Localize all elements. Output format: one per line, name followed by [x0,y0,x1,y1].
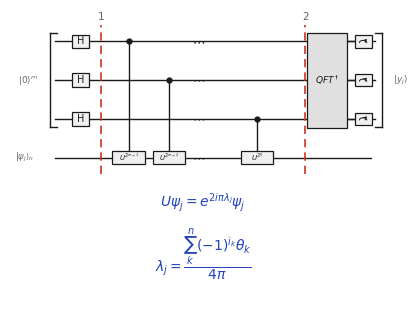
Text: $\lambda_j = \dfrac{\sum_k^n(-1)^{i_k}\theta_k}{4\pi}$: $\lambda_j = \dfrac{\sum_k^n(-1)^{i_k}\t… [154,226,252,282]
Text: $U^{2^{m-1}}$: $U^{2^{m-1}}$ [119,152,139,164]
Bar [355,113,372,125]
Text: H: H [77,114,85,124]
Text: $U\psi_j = e^{2i\pi\lambda_j}\psi_j$: $U\psi_j = e^{2i\pi\lambda_j}\psi_j$ [160,192,246,214]
Bar [72,35,89,48]
Bar [152,151,185,164]
Text: H: H [77,75,85,85]
Bar [241,151,273,164]
Text: $|0\rangle^m$: $|0\rangle^m$ [17,74,38,87]
Text: 1: 1 [97,12,104,22]
Text: $\cdots$: $\cdots$ [192,74,206,87]
Bar [72,112,89,126]
Bar [72,73,89,87]
Bar [112,151,145,164]
Text: $\cdots$: $\cdots$ [192,113,206,125]
Text: $QFT^\dagger$: $QFT^\dagger$ [315,73,339,87]
Bar [307,32,347,128]
Text: $U^{2^0}$: $U^{2^0}$ [251,152,263,164]
Text: $U^{2^{m-2}}$: $U^{2^{m-2}}$ [159,152,179,164]
Bar [355,35,372,48]
Text: H: H [77,36,85,47]
Bar [355,74,372,86]
Text: $|\psi_j\rangle_n$: $|\psi_j\rangle_n$ [15,151,34,164]
Text: $\cdots$: $\cdots$ [192,151,206,164]
Text: $|y_j\rangle$: $|y_j\rangle$ [393,73,408,87]
Text: $\cdots$: $\cdots$ [192,35,206,48]
Text: 2: 2 [302,12,309,22]
